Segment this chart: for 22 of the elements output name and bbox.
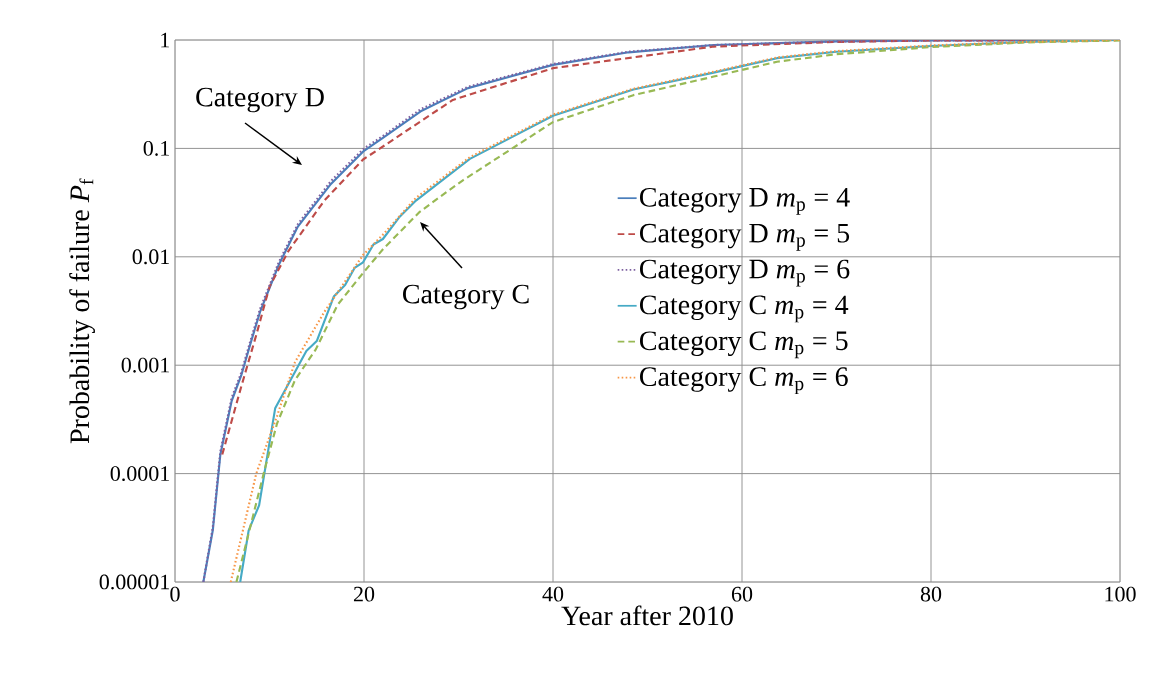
x-tick-label: 60 bbox=[731, 586, 753, 602]
legend-label: Category C m$_{p}$ = 5 bbox=[639, 331, 848, 359]
y-tick-label: 0.1 bbox=[143, 140, 169, 156]
annotation: Category C bbox=[403, 284, 529, 310]
y-tick-label: 0.0001 bbox=[110, 466, 169, 482]
x-tick-label: 80 bbox=[920, 586, 942, 602]
x-tick-label: 100 bbox=[1105, 586, 1136, 602]
x-tick-label: 40 bbox=[542, 586, 564, 602]
y-axis-title: Probability of failure P$_{f}$ bbox=[69, 178, 95, 444]
x-tick-label: 20 bbox=[353, 586, 375, 602]
legend-label: Category C m$_{p}$ = 6 bbox=[639, 367, 848, 395]
legend-label: Category D m$_{p}$ = 5 bbox=[639, 223, 850, 251]
y-tick-label: 0.001 bbox=[121, 357, 169, 373]
legend-label: Category D m$_{p}$ = 4 bbox=[639, 187, 850, 215]
x-tick-label: 0 bbox=[170, 586, 180, 602]
y-tick-label: 1 bbox=[161, 32, 169, 48]
x-axis-title: Year after 2010 bbox=[561, 605, 733, 626]
legend-label: Category D m$_{p}$ = 6 bbox=[639, 259, 850, 287]
y-tick-label: 0.00001 bbox=[99, 574, 169, 590]
legend-label: Category C m$_{p}$ = 4 bbox=[639, 295, 849, 323]
y-tick-label: 0.01 bbox=[132, 249, 169, 265]
annotation: Category D bbox=[196, 87, 324, 113]
